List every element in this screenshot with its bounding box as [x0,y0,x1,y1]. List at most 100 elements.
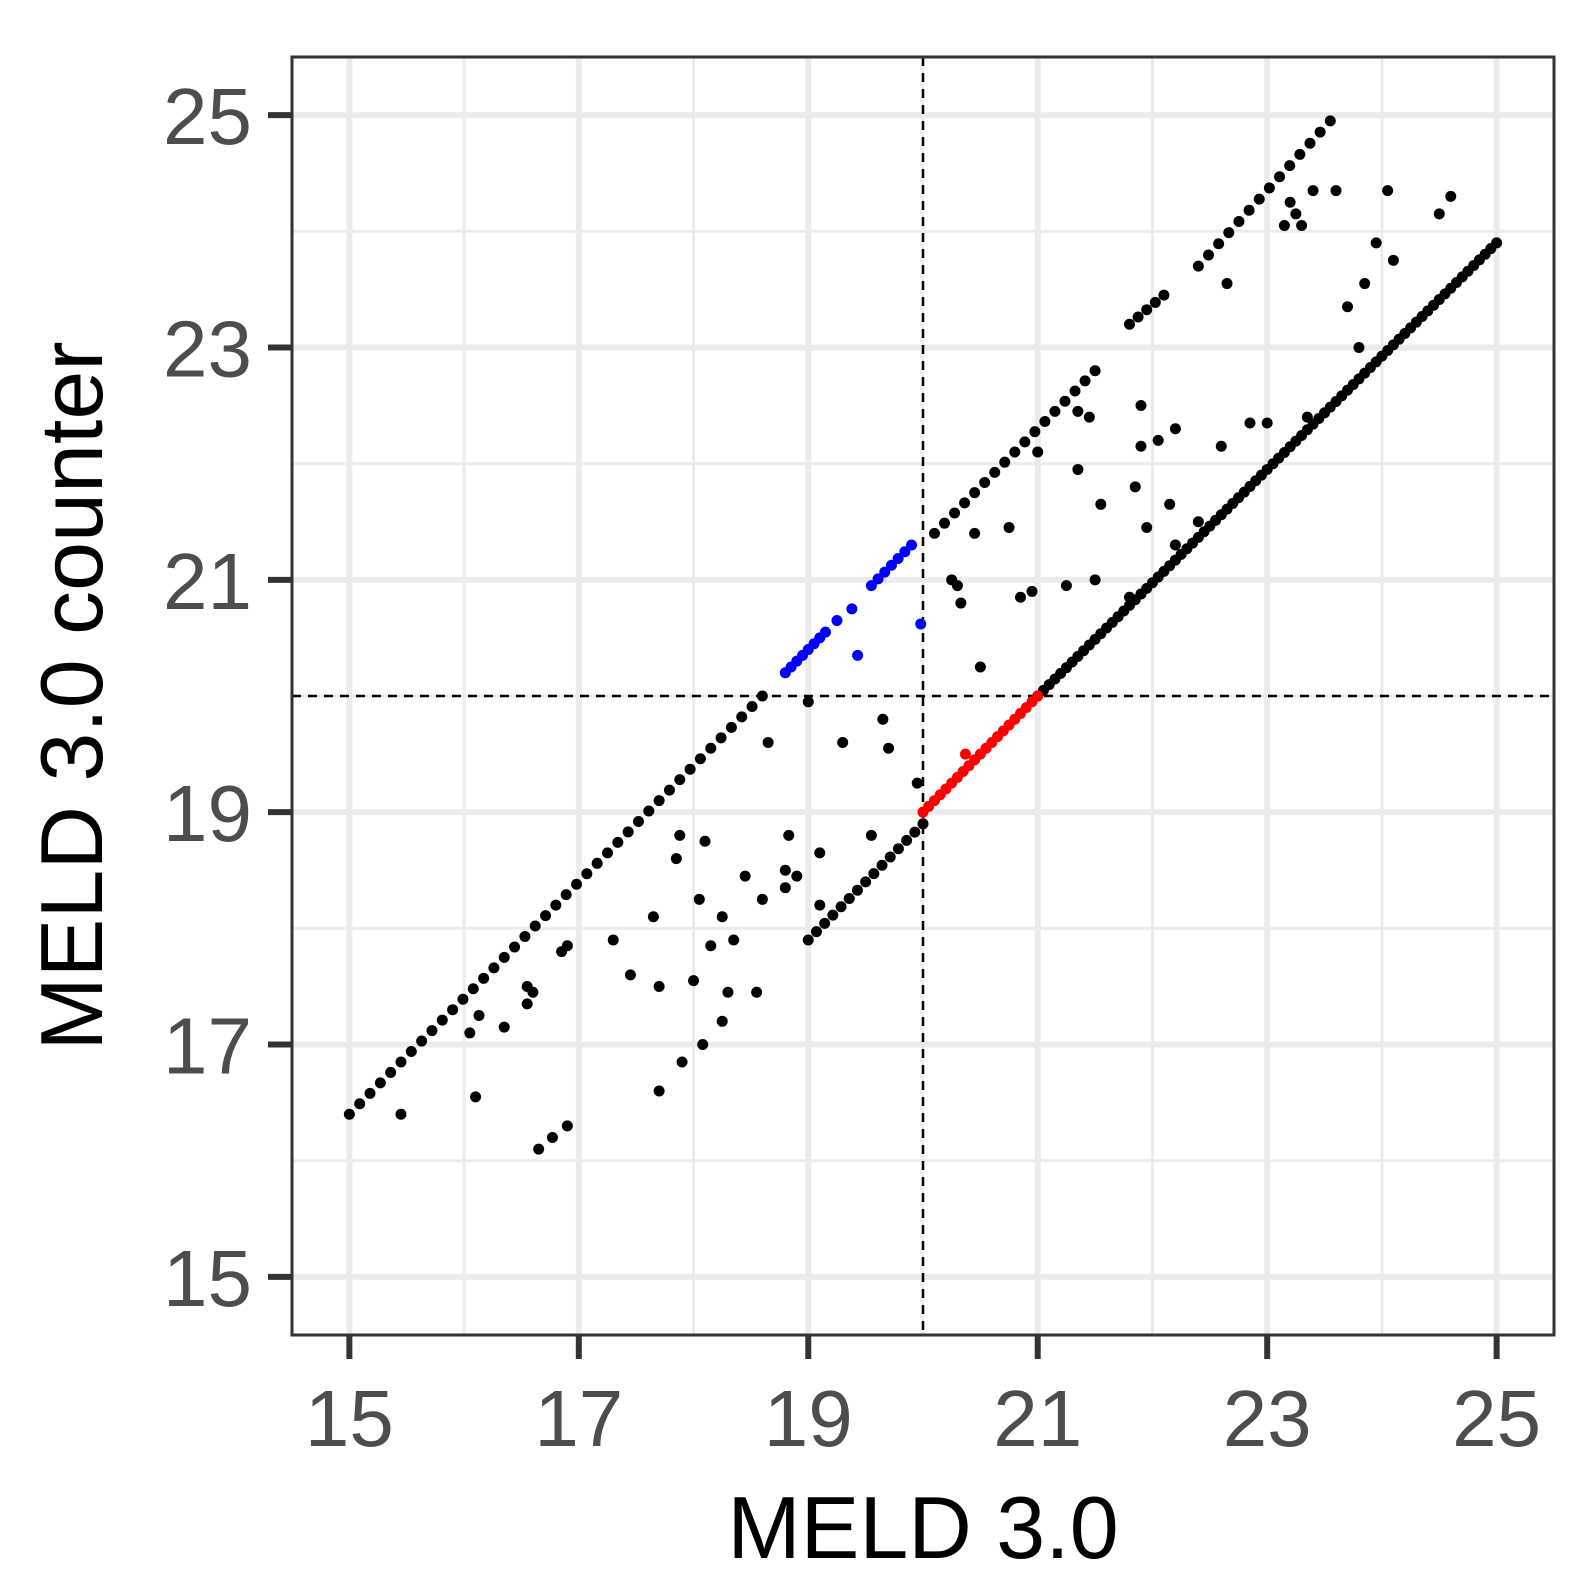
data-point [1192,260,1204,272]
data-point [1149,296,1161,308]
data-point [464,1027,476,1039]
x-tick-label: 23 [1223,1374,1312,1463]
y-tick-label: 17 [163,1002,252,1091]
data-point [756,893,768,905]
data-point [951,580,963,592]
data-point [1083,411,1095,423]
data-point [509,941,521,953]
data-point [1284,196,1296,208]
x-tick-label: 19 [764,1374,853,1463]
data-point [851,884,863,896]
data-point [901,834,913,846]
data-point [746,700,758,712]
data-point [1274,171,1286,183]
data-point [653,1085,665,1097]
data-point [1261,417,1273,429]
data-point [1032,446,1044,458]
data-point [865,829,877,841]
data-point [1069,385,1081,397]
y-tick-label: 23 [163,304,252,393]
data-point [1135,400,1147,412]
data-point [1141,304,1153,316]
data-point [716,911,728,923]
data-point [911,777,923,789]
data-point [1296,219,1308,231]
data-point [694,753,706,765]
data-point [1059,395,1071,407]
data-point [1192,516,1204,528]
data-point [1019,436,1031,448]
data-point [885,559,897,571]
data-point [1158,289,1170,301]
data-point [663,784,675,796]
data-point [860,876,872,888]
data-point [751,986,763,998]
data-point [488,962,500,974]
data-point [1324,115,1336,127]
data-point [909,826,921,838]
data-point [1079,375,1091,387]
data-point [529,920,541,932]
data-point [676,1056,688,1068]
data-point [915,618,927,630]
data-point [1263,182,1275,194]
data-point [879,566,891,578]
data-point [699,835,711,847]
data-point [624,969,636,981]
data-point [716,1015,728,1027]
data-point [405,1046,417,1058]
data-point [1491,237,1503,249]
data-point [1026,585,1038,597]
data-point [385,1066,397,1078]
data-point [550,899,562,911]
data-point [819,917,831,929]
y-axis-title: MELD 3.0 counter [22,341,121,1050]
data-point [705,742,717,754]
data-point [364,1087,376,1099]
data-point [632,815,644,827]
data-point [779,882,791,894]
data-point [674,774,686,786]
data-point [1029,426,1041,438]
data-point [416,1035,428,1047]
data-point [1370,237,1382,249]
data-point [1294,148,1306,160]
data-point [715,732,727,744]
data-point [1164,498,1176,510]
data-point [560,889,572,901]
data-point [959,748,971,760]
data-point [688,975,700,987]
data-point [1089,365,1101,377]
data-point [1132,311,1144,323]
data-point [546,1131,558,1143]
data-point [1341,301,1353,313]
data-point [736,711,748,723]
data-point [865,580,877,592]
data-point [1433,208,1445,220]
y-tick-label: 25 [163,72,252,161]
x-tick-label: 21 [993,1374,1082,1463]
data-point [1353,341,1365,353]
data-point [533,1143,545,1155]
data-point [1039,416,1051,428]
data-point [814,847,826,859]
data-point [810,926,822,938]
data-point [722,986,734,998]
data-point [802,934,814,946]
data-point [470,1091,482,1103]
data-point [561,940,573,952]
data-point [395,1108,407,1120]
data-point [739,870,751,882]
data-point [783,829,795,841]
data-point [1314,126,1326,138]
data-point [670,853,682,865]
data-point [1152,434,1164,446]
data-point [1387,254,1399,266]
data-point [498,1021,510,1033]
data-point [519,930,531,942]
data-point [1202,249,1214,261]
data-point [1382,185,1394,197]
data-point [999,456,1011,468]
data-point [1304,137,1316,149]
data-point [835,901,847,913]
